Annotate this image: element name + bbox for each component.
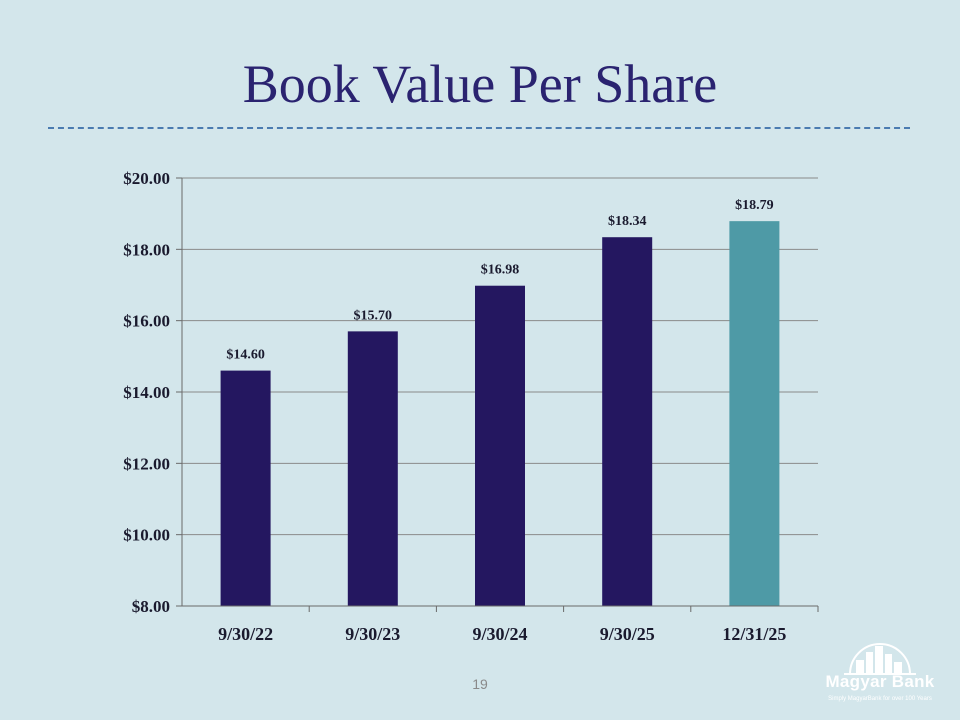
y-tick-label: $16.00 — [123, 312, 170, 331]
y-tick-label: $10.00 — [123, 526, 170, 545]
bar-12-31-25 — [729, 221, 780, 606]
x-tick-label: 9/30/23 — [345, 624, 400, 644]
page-number: 19 — [472, 676, 488, 692]
logo-tagline: Simply MagyarBank for over 100 Years — [828, 696, 932, 702]
bar-9-30-23 — [347, 331, 398, 606]
data-label: $16.98 — [481, 263, 520, 278]
magyar-bank-logo: Magyar Bank Simply MagyarBank for over 1… — [810, 638, 950, 716]
data-label: $18.34 — [608, 214, 647, 229]
chart-x-tick-labels: 9/30/22 9/30/23 9/30/24 9/30/25 12/31/25 — [218, 624, 786, 644]
bar-9-30-25 — [602, 237, 653, 606]
bar-9-30-24 — [475, 285, 525, 606]
x-tick-label: 9/30/24 — [472, 624, 527, 644]
x-tick-label: 12/31/25 — [722, 624, 786, 644]
data-label: $18.79 — [735, 198, 774, 213]
chart-bars — [220, 221, 780, 606]
slide-title: Book Value Per Share — [242, 54, 718, 114]
data-label: $15.70 — [354, 308, 393, 323]
title-divider — [48, 127, 910, 129]
y-tick-label: $14.00 — [123, 383, 170, 402]
logo-name: Magyar Bank — [825, 672, 935, 691]
data-label: $14.60 — [226, 348, 265, 363]
y-tick-label: $18.00 — [123, 240, 170, 259]
bar-9-30-22 — [220, 370, 271, 606]
y-tick-label: $12.00 — [123, 454, 170, 473]
x-tick-label: 9/30/25 — [600, 624, 655, 644]
y-tick-label: $8.00 — [132, 597, 170, 616]
chart-y-tick-labels: $8.00 $10.00 $12.00 $14.00 $16.00 $18.00 $20.0… — [123, 169, 170, 616]
chart-data-labels: $14.60 $15.70 $16.98 $18.34 $18.79 — [226, 198, 773, 362]
chart-axes — [176, 177, 819, 612]
city-skyline-icon — [844, 643, 916, 675]
y-tick-label: $20.00 — [123, 169, 170, 188]
x-tick-label: 9/30/22 — [218, 624, 273, 644]
